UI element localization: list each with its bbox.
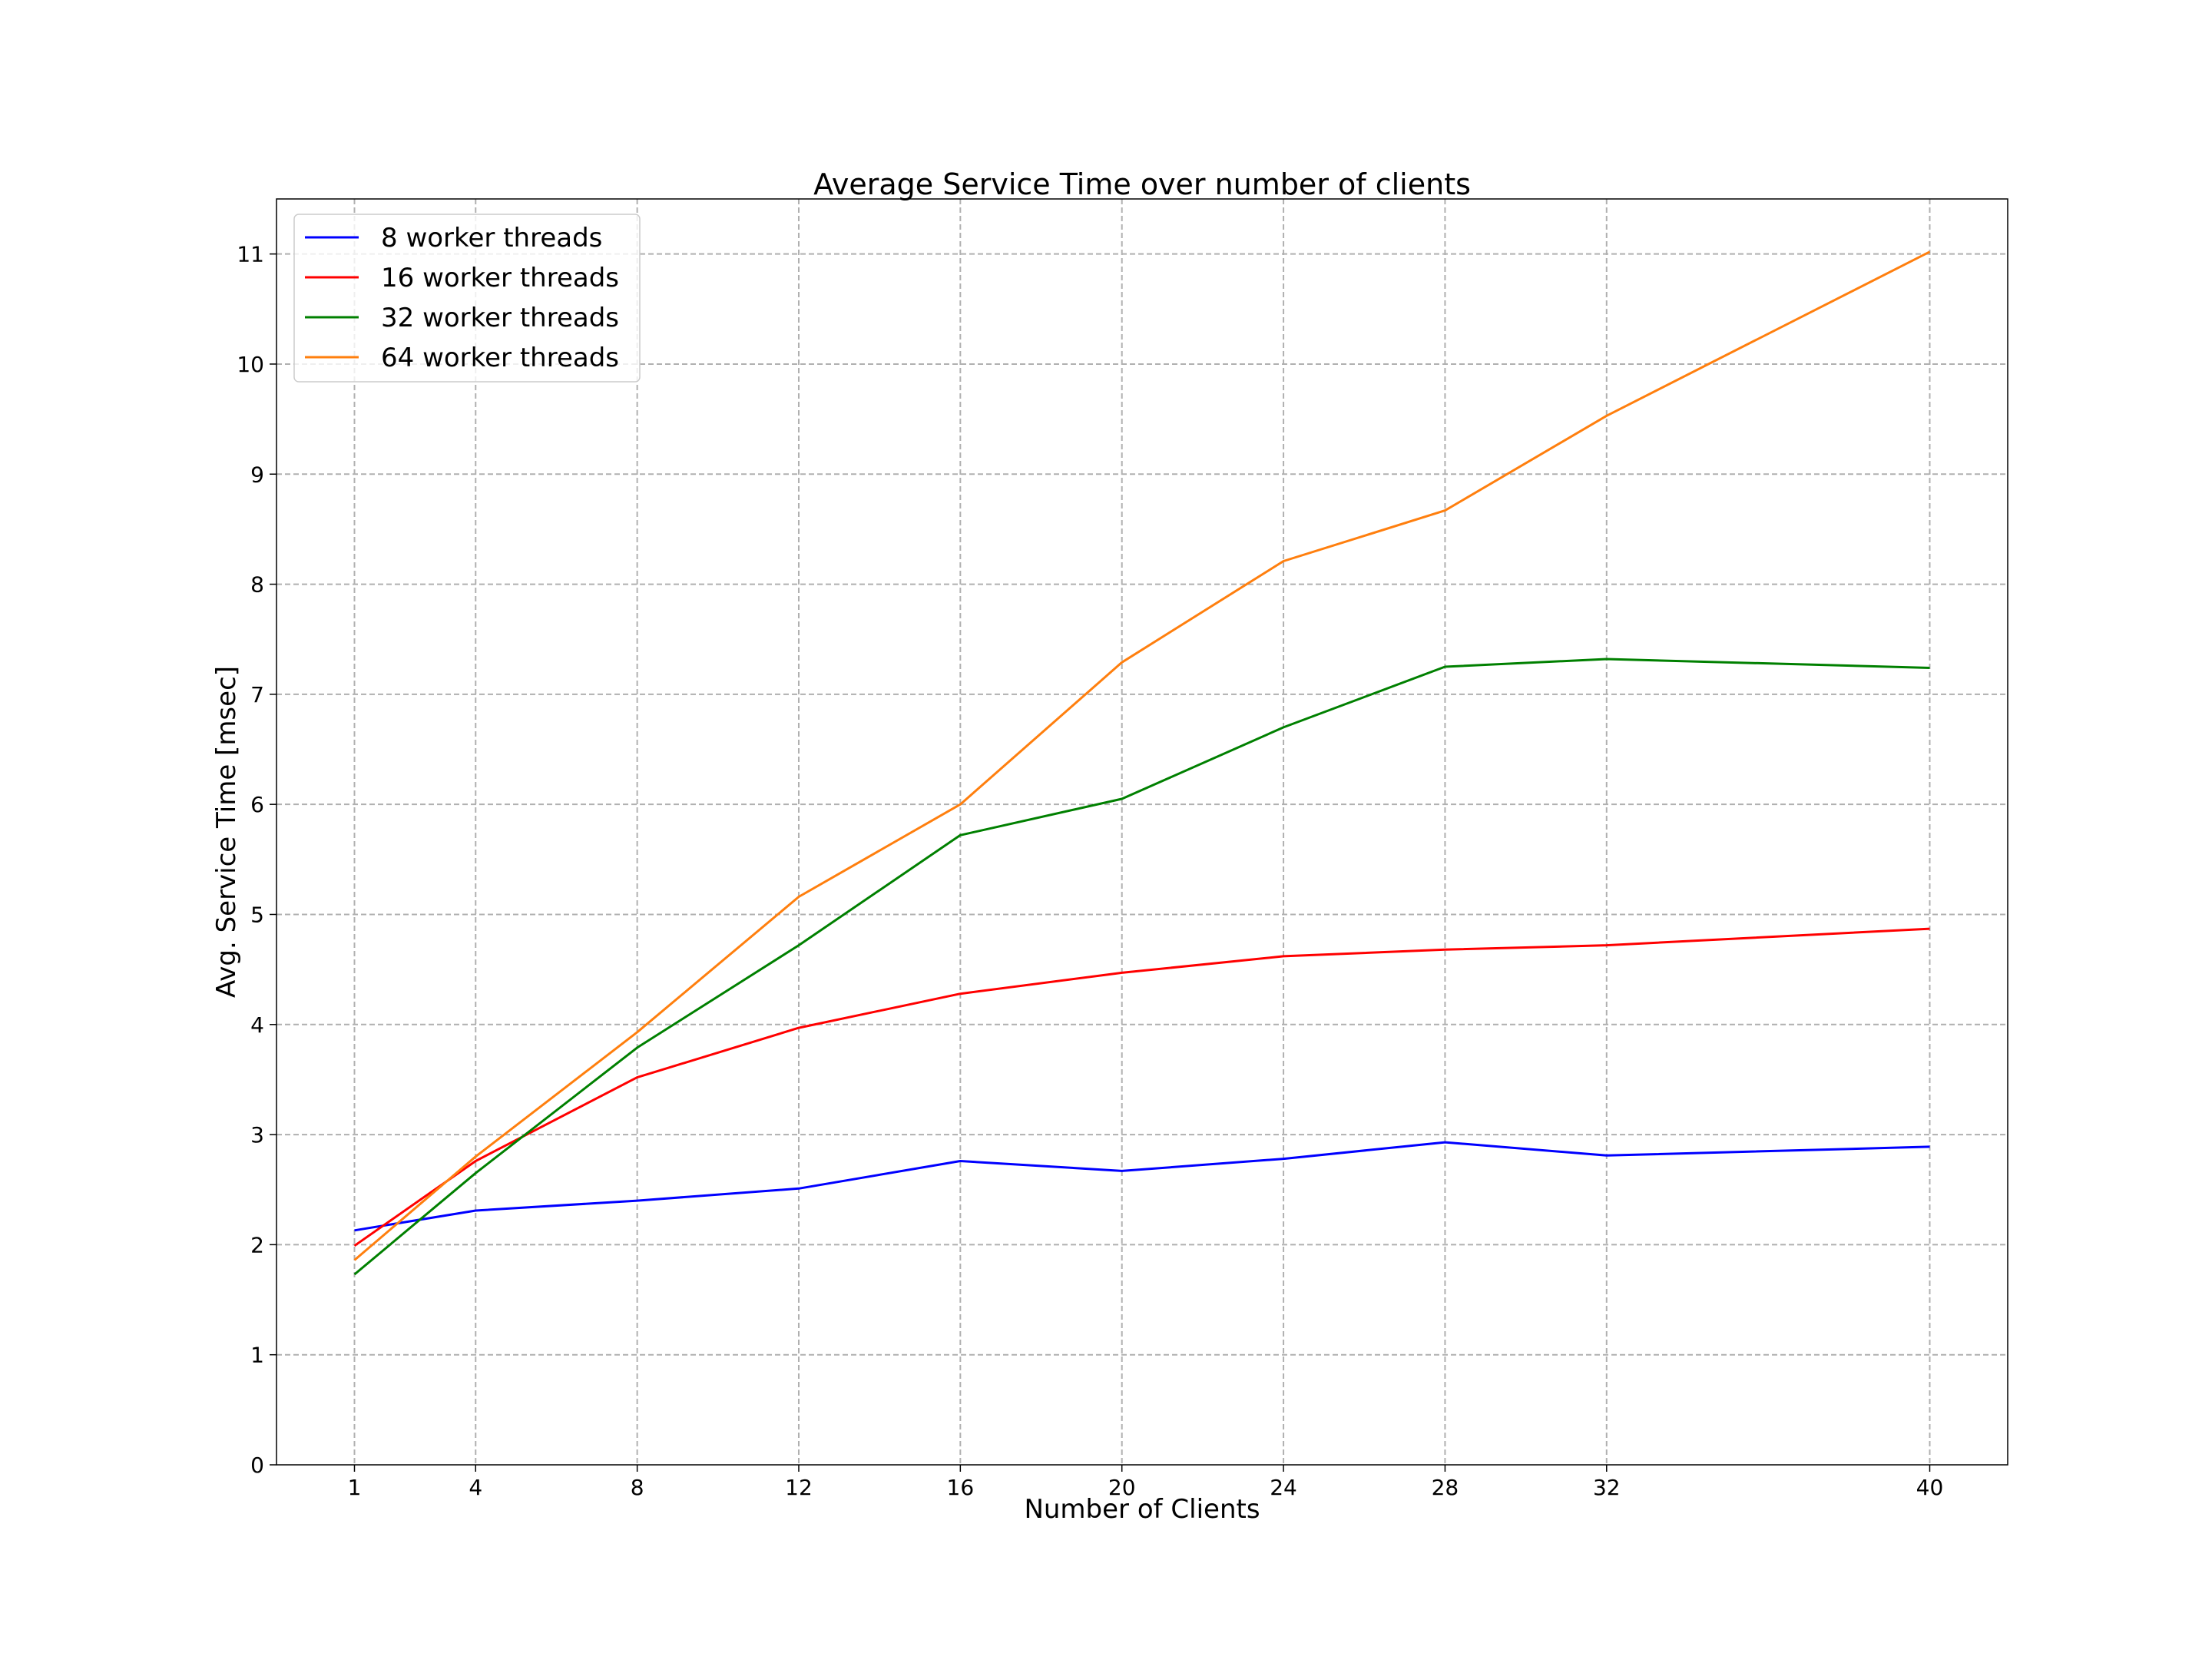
y-axis-label: Avg. Service Time [msec] (211, 666, 242, 998)
y-tick-label: 8 (250, 572, 264, 598)
legend-item: 16 worker threads (305, 263, 619, 293)
legend-label: 16 worker threads (381, 263, 619, 293)
series-line-16-worker-threads (353, 927, 1930, 1247)
legend-item: 8 worker threads (305, 223, 602, 253)
legend-label: 64 worker threads (381, 343, 619, 373)
x-tick-label: 28 (1432, 1475, 1459, 1500)
series-line-64-worker-threads (353, 250, 1931, 1261)
plot-frame (276, 198, 2008, 1466)
legend-item: 64 worker threads (305, 343, 619, 373)
x-tick-label: 12 (785, 1475, 813, 1500)
grid (276, 199, 2008, 1465)
y-tick-label: 10 (237, 352, 264, 377)
x-tick-label: 1 (348, 1475, 362, 1500)
y-tick-label: 11 (237, 242, 264, 267)
x-tick-label: 24 (1270, 1475, 1297, 1500)
series-line-8-worker-threads (354, 1141, 1930, 1232)
x-tick-label: 8 (631, 1475, 644, 1500)
x-axis-label: Number of Clients (1024, 1494, 1260, 1525)
y-tick-label: 9 (250, 462, 264, 487)
chart-title: Average Service Time over number of clie… (813, 167, 1471, 201)
y-tick-label: 1 (250, 1343, 264, 1368)
x-tick-label: 20 (1108, 1475, 1136, 1500)
y-tick-label: 3 (250, 1122, 264, 1148)
legend: 8 worker threads 16 worker threads 32 work… (293, 214, 641, 383)
legend-item: 32 worker threads (305, 303, 619, 333)
series-lines (353, 250, 1931, 1276)
y-tick-label: 4 (250, 1012, 264, 1038)
legend-label: 8 worker threads (381, 223, 602, 253)
y-tick-label: 7 (250, 682, 264, 707)
y-tick-label: 6 (250, 792, 264, 817)
x-tick-label: 4 (469, 1475, 482, 1500)
y-tick-label: 2 (250, 1232, 264, 1257)
series-line-32-worker-threads (353, 658, 1930, 1276)
legend-label: 32 worker threads (381, 303, 619, 333)
y-tick-label: 0 (250, 1453, 264, 1478)
legend-frame (293, 214, 641, 383)
x-tick-label: 40 (1916, 1475, 1944, 1500)
x-tick-label: 16 (947, 1475, 975, 1500)
y-tick-label: 5 (250, 902, 264, 927)
x-tick-label: 32 (1593, 1475, 1621, 1500)
